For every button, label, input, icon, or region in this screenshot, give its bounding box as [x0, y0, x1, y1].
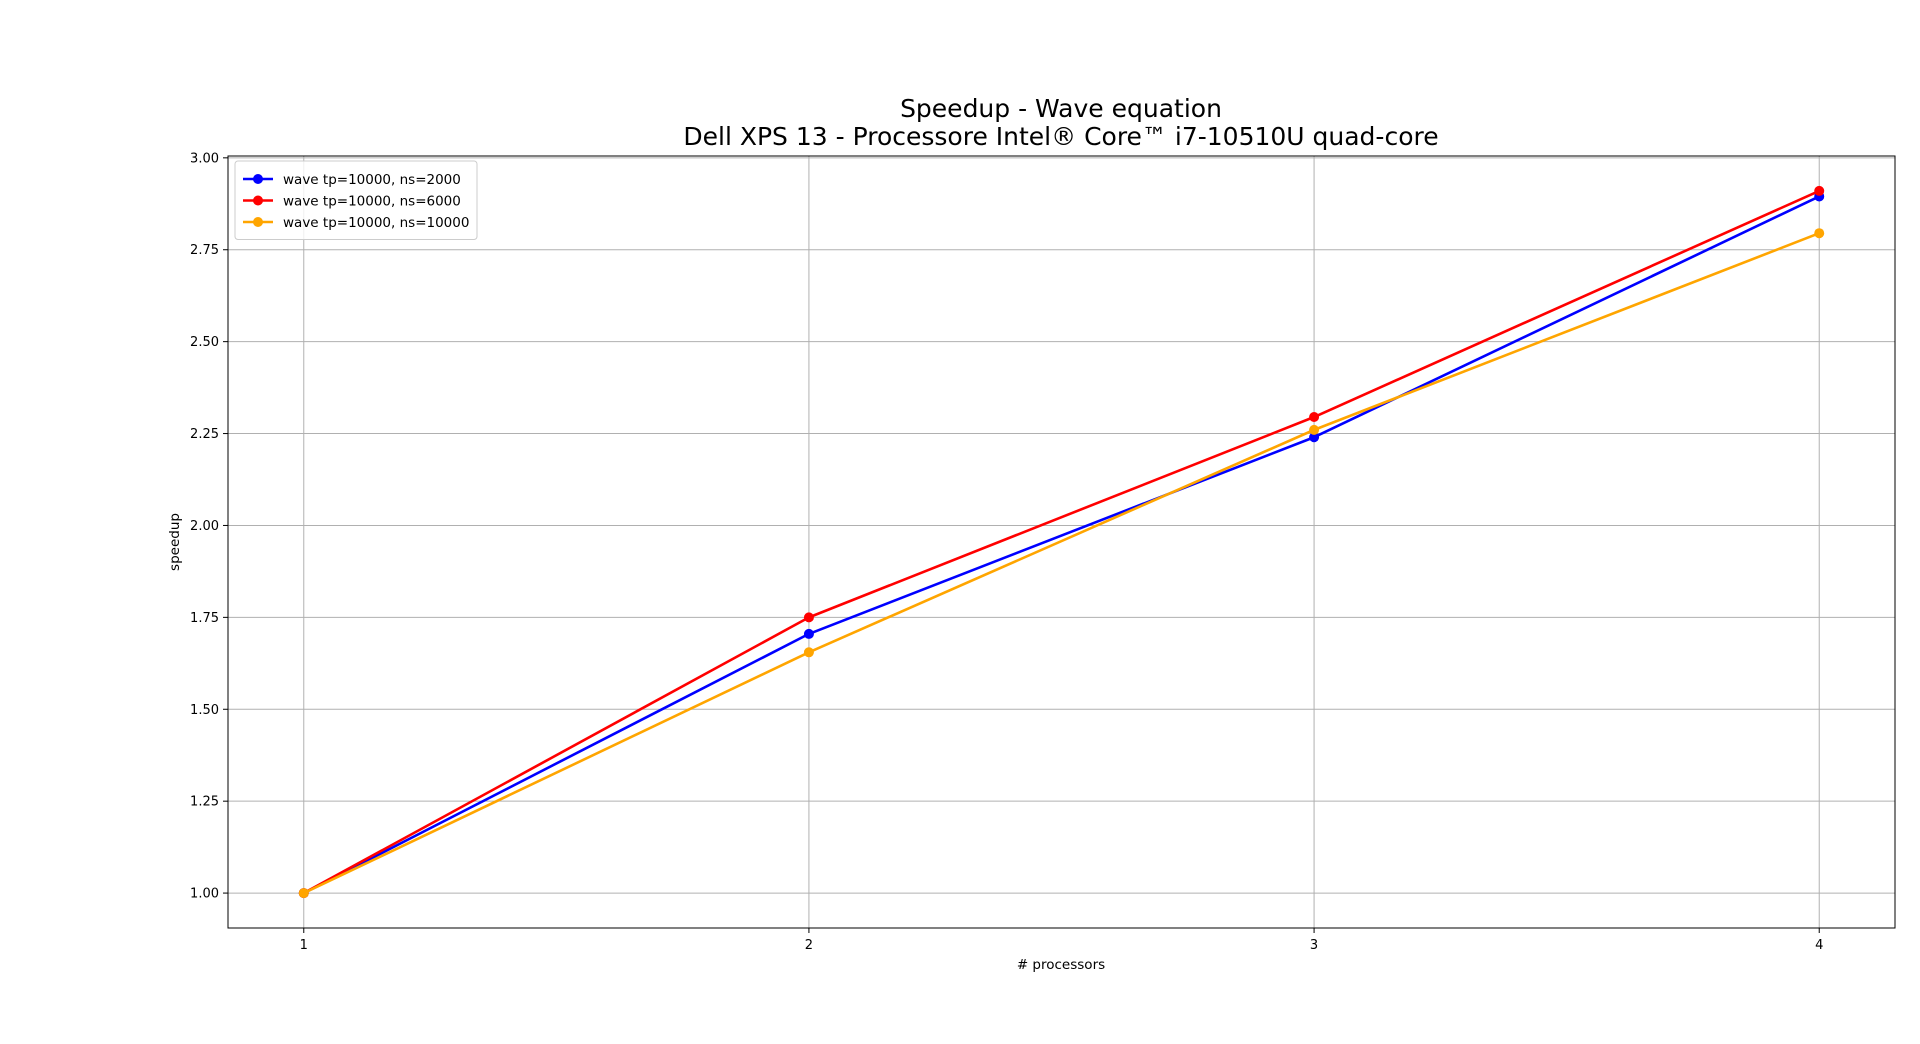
legend-marker	[253, 217, 263, 227]
y-tick-label: 1.25	[190, 795, 219, 810]
chart-title-line-1: Speedup - Wave equation	[900, 94, 1222, 123]
series-line	[303, 189, 1820, 895]
legend-label: wave tp=10000, ns=10000	[283, 215, 469, 231]
legend-label: wave tp=10000, ns=2000	[283, 172, 461, 188]
legend-marker	[253, 195, 263, 206]
y-tick-label: 1.00	[190, 887, 219, 902]
data-point	[803, 628, 814, 639]
y-tick-label: 2.00	[190, 519, 219, 534]
axis-ticks: 1 2 3 4 1.00 1.25 1.50 1.75 2.00 2.25 2.50 2.75 3.00	[190, 151, 1823, 953]
legend-item: wave tp=10000, ns=10000	[243, 215, 469, 231]
x-tick-label: 1	[300, 938, 308, 953]
x-axis-label: # processors	[1017, 957, 1105, 973]
data-point	[1814, 228, 1825, 239]
y-tick-label: 2.75	[190, 243, 219, 258]
legend-item: wave tp=10000, ns=2000	[243, 172, 461, 188]
legend-label: wave tp=10000, ns=6000	[283, 194, 461, 210]
legend-item: wave tp=10000, ns=6000	[243, 194, 461, 210]
y-tick-label: 3.00	[190, 151, 219, 166]
series-3	[298, 228, 1825, 899]
x-tick-label: 2	[805, 938, 813, 953]
data-series	[298, 185, 1825, 899]
grid-lines	[228, 156, 1895, 928]
x-tick-label: 3	[1310, 938, 1318, 953]
legend-marker	[253, 174, 263, 184]
chart-title-line-2: Dell XPS 13 - Processore Intel® Core™ i7…	[683, 122, 1438, 151]
data-point	[1309, 432, 1320, 443]
series-line	[303, 231, 1820, 895]
y-tick-label: 1.50	[190, 703, 219, 718]
data-point	[1309, 412, 1320, 423]
y-axis-label: speedup	[167, 513, 183, 571]
legend-box	[234, 160, 478, 240]
y-tick-label: 1.75	[190, 611, 219, 626]
data-point	[803, 647, 814, 658]
series-line	[303, 195, 1820, 895]
data-point	[1309, 424, 1320, 435]
data-point	[803, 612, 814, 623]
y-tick-label: 2.50	[190, 335, 219, 350]
legend: wave tp=10000, ns=2000 wave tp=10000, ns=…	[234, 160, 478, 240]
plot-area-frame	[227, 155, 1896, 929]
data-point	[1814, 185, 1825, 196]
data-point	[298, 888, 309, 899]
x-tick-label: 4	[1815, 938, 1823, 953]
y-tick-label: 2.25	[190, 427, 219, 442]
